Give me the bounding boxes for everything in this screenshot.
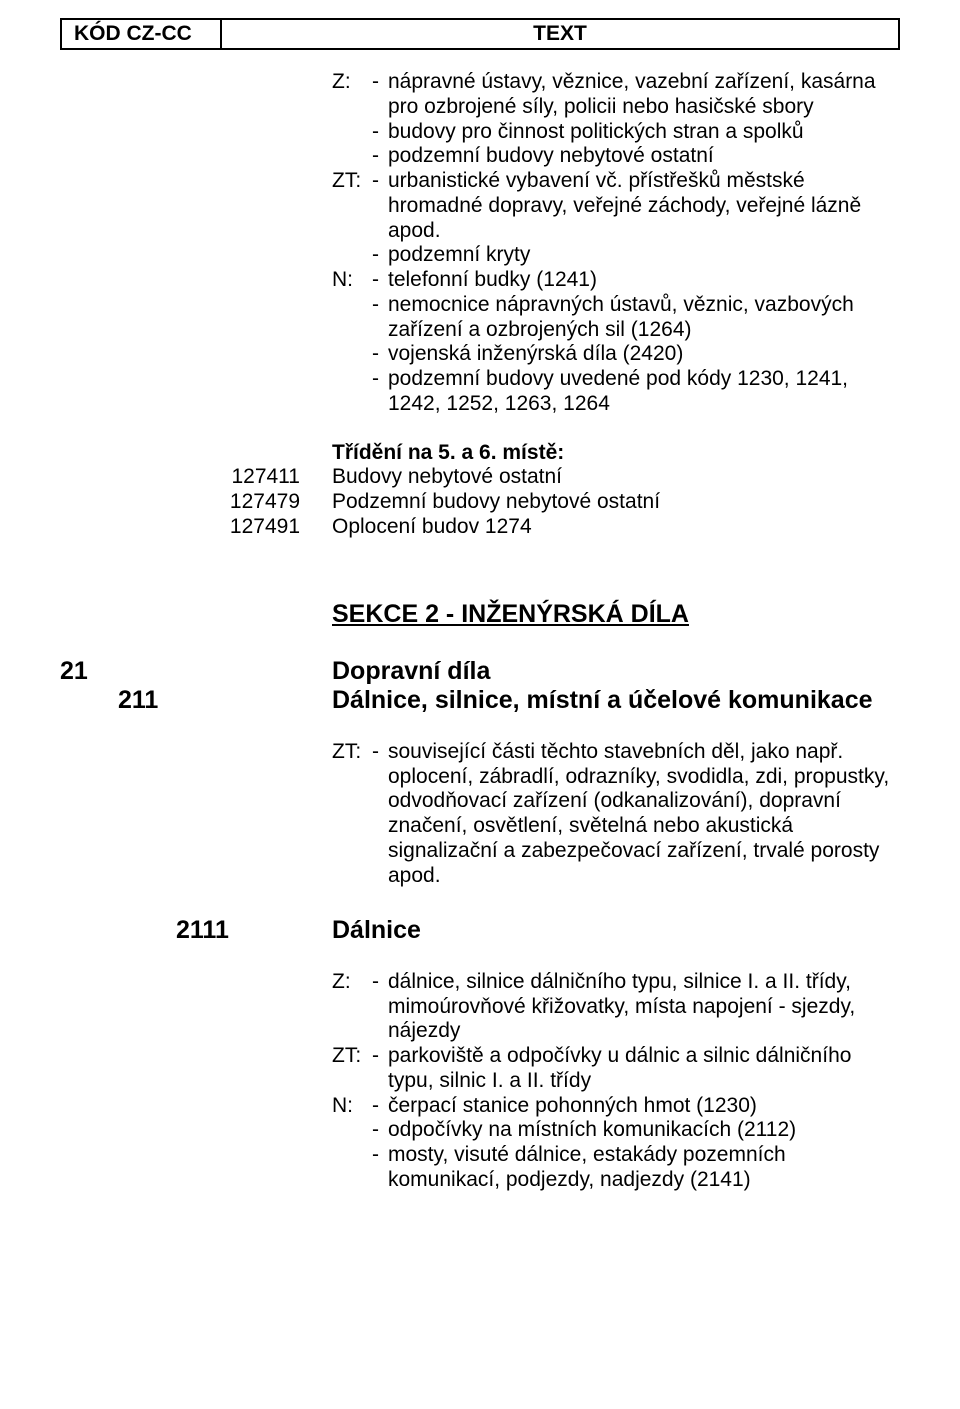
zt-body: -urbanistické vybavení vč. přístřešků mě… — [372, 169, 900, 268]
z-body: -nápravné ústavy, věznice, vazební zaříz… — [372, 70, 900, 169]
section2-sub-block: Z: -dálnice, silnice dálničního typu, si… — [332, 970, 900, 1193]
dash: - — [372, 144, 388, 169]
zt-body: -související části těchto stavebních děl… — [372, 740, 900, 889]
dash: - — [372, 120, 388, 145]
heading-21: 21 Dopravní díla — [60, 657, 900, 687]
table-header: KÓD CZ-CC TEXT — [60, 18, 900, 50]
code-list-1: Třídění na 5. a 6. místě: 127411 Budovy … — [60, 441, 900, 540]
dash: - — [372, 268, 388, 293]
z-item: podzemní budovy nebytové ostatní — [388, 144, 900, 169]
z-item: budovy pro činnost politických stran a s… — [388, 120, 900, 145]
code-text: Budovy nebytové ostatní — [332, 465, 900, 490]
section2-zt-block: ZT: -související části těchto stavebních… — [332, 740, 900, 889]
n-label: N: — [332, 268, 372, 293]
code-row: 127491 Oplocení budov 1274 — [60, 515, 900, 540]
z-item: dálnice, silnice dálničního typu, silnic… — [388, 970, 900, 1044]
z-label: Z: — [332, 970, 372, 995]
code-text: Podzemní budovy nebytové ostatní — [332, 490, 900, 515]
zt-body: -parkoviště a odpočívky u dálnic a silni… — [372, 1044, 900, 1094]
dash: - — [372, 740, 388, 765]
dash: - — [372, 293, 388, 318]
zt-label: ZT: — [332, 1044, 372, 1069]
code-row: 127479 Podzemní budovy nebytové ostatní — [60, 490, 900, 515]
zt-item: urbanistické vybavení vč. přístřešků měs… — [388, 169, 900, 243]
code-text: Oplocení budov 1274 — [332, 515, 900, 540]
dash: - — [372, 1094, 388, 1119]
dash: - — [372, 1118, 388, 1143]
zt-item: parkoviště a odpočívky u dálnic a silnic… — [388, 1044, 900, 1094]
dash: - — [372, 1143, 388, 1168]
heading-2111: 2111 Dálnice — [60, 916, 900, 946]
n-item: čerpací stanice pohonných hmot (1230) — [388, 1094, 900, 1119]
z-label: Z: — [332, 70, 372, 95]
heading-num-2111: 2111 — [176, 916, 229, 946]
block-1: Z: -nápravné ústavy, věznice, vazební za… — [332, 70, 900, 417]
n-item: podzemní budovy uvedené pod kódy 1230, 1… — [388, 367, 900, 417]
z-body: -dálnice, silnice dálničního typu, silni… — [372, 970, 900, 1044]
zt-label: ZT: — [332, 169, 372, 194]
code-num: 127479 — [60, 490, 332, 515]
heading-num-211: 211 — [118, 686, 158, 716]
header-right: TEXT — [222, 20, 898, 48]
dash: - — [372, 970, 388, 995]
heading-text-2111: Dálnice — [332, 916, 900, 946]
dash: - — [372, 342, 388, 367]
n-item: nemocnice nápravných ústavů, věznic, vaz… — [388, 293, 900, 343]
dash: - — [372, 1044, 388, 1069]
dash: - — [372, 70, 388, 95]
code-row: 127411 Budovy nebytové ostatní — [60, 465, 900, 490]
zt-label: ZT: — [332, 740, 372, 765]
n-item: odpočívky na místních komunikacích (2112… — [388, 1118, 900, 1143]
zt-item: podzemní kryty — [388, 243, 900, 268]
code-list-heading: Třídění na 5. a 6. místě: — [332, 441, 900, 466]
dash: - — [372, 367, 388, 392]
dash: - — [372, 169, 388, 194]
heading-211: 211 Dálnice, silnice, místní a účelové k… — [60, 686, 900, 716]
zt-item: související části těchto stavebních děl,… — [388, 740, 900, 889]
dash: - — [372, 243, 388, 268]
header-left: KÓD CZ-CC — [62, 20, 222, 48]
code-num: 127491 — [60, 515, 332, 540]
n-item: telefonní budky (1241) — [388, 268, 900, 293]
n-item: mosty, visuté dálnice, estakády pozemníc… — [388, 1143, 900, 1193]
code-num: 127411 — [60, 465, 332, 490]
heading-text-21: Dopravní díla — [332, 657, 900, 687]
n-item: vojenská inženýrská díla (2420) — [388, 342, 900, 367]
section-title: SEKCE 2 - INŽENÝRSKÁ DÍLA — [332, 600, 900, 629]
n-label: N: — [332, 1094, 372, 1119]
heading-num-21: 21 — [60, 657, 88, 687]
z-item: nápravné ústavy, věznice, vazební zaříze… — [388, 70, 900, 120]
n-body: -čerpací stanice pohonných hmot (1230) -… — [372, 1094, 900, 1193]
n-body: -telefonní budky (1241) -nemocnice nápra… — [372, 268, 900, 417]
heading-text-211: Dálnice, silnice, místní a účelové komun… — [332, 686, 900, 716]
